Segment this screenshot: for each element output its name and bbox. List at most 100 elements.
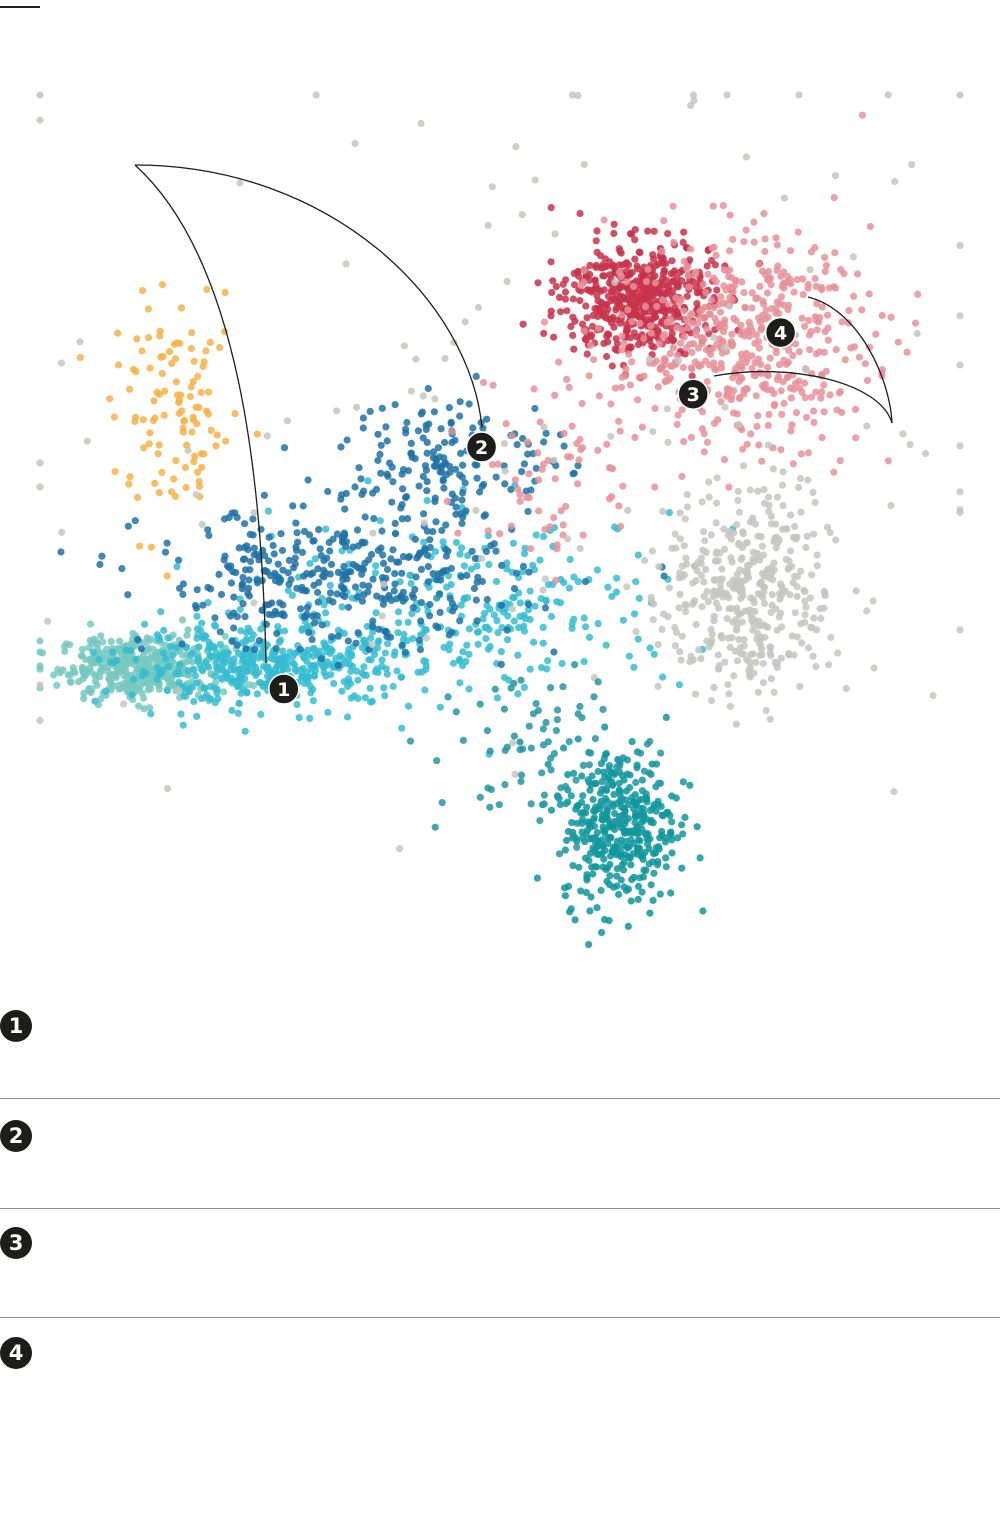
scatter-point	[187, 383, 195, 391]
scatter-point	[713, 499, 721, 507]
scatter-point	[245, 576, 253, 584]
scatter-point	[228, 706, 236, 715]
scatter-point	[155, 636, 163, 644]
scatter-point	[581, 578, 590, 586]
scatter-point	[249, 658, 257, 666]
scatter-point	[798, 639, 806, 647]
scatter-point	[388, 498, 396, 506]
scatter-point	[351, 139, 359, 148]
scatter-point	[561, 892, 570, 900]
scatter-point	[231, 410, 239, 418]
scatter-point	[344, 637, 352, 645]
scatter-point	[733, 410, 741, 418]
scatter-point	[738, 278, 746, 286]
scatter-point	[709, 344, 717, 353]
scatter-point	[207, 585, 215, 593]
scatter-point	[548, 288, 556, 297]
scatter-point	[707, 697, 716, 705]
scatter-point	[598, 800, 606, 808]
scatter-point	[406, 737, 415, 745]
scatter-point	[571, 916, 579, 924]
scatter-point	[564, 535, 572, 543]
scatter-point	[111, 468, 119, 476]
scatter-point	[690, 597, 699, 605]
scatter-point	[647, 322, 655, 330]
scatter-point	[590, 356, 598, 364]
scatter-point	[831, 249, 839, 257]
scatter-point	[691, 690, 700, 698]
scatter-point	[656, 779, 665, 787]
scatter-point	[740, 390, 748, 398]
scatter-point	[114, 329, 122, 337]
scatter-point	[659, 507, 667, 515]
scatter-point	[372, 609, 380, 617]
scatter-point	[402, 425, 410, 433]
scatter-point	[364, 477, 372, 485]
scatter-point	[322, 609, 330, 617]
scatter-point	[211, 614, 219, 622]
scatter-point	[738, 554, 746, 562]
scatter-point	[810, 418, 818, 427]
scatter-point	[903, 348, 911, 356]
scatter-point	[497, 660, 505, 669]
scatter-point	[354, 629, 362, 637]
scatter-point	[153, 675, 161, 684]
scatter-point	[158, 281, 167, 289]
scatter-point	[76, 353, 84, 361]
scatter-point	[486, 747, 494, 755]
scatter-point	[220, 515, 229, 523]
scatter-point	[608, 465, 617, 473]
scatter-point	[359, 581, 367, 589]
scatter-point	[456, 617, 464, 625]
scatter-point	[740, 238, 748, 246]
scatter-point	[527, 800, 535, 808]
scatter-point	[456, 655, 464, 664]
scatter-point	[239, 685, 247, 693]
scatter-point	[841, 356, 849, 364]
scatter-point	[361, 513, 369, 521]
scatter-point	[717, 293, 725, 301]
scatter-point	[271, 569, 279, 577]
scatter-point	[36, 637, 44, 645]
scatter-point	[820, 604, 828, 612]
scatter-point	[303, 604, 311, 612]
scatter-point	[746, 486, 754, 494]
annotation-marker-1	[268, 673, 300, 705]
scatter-point	[398, 641, 406, 649]
scatter-point	[657, 749, 665, 757]
scatter-point	[531, 176, 539, 184]
scatter-point	[155, 489, 163, 497]
scatter-point	[447, 581, 455, 589]
scatter-point	[603, 864, 612, 872]
scatter-point	[823, 523, 832, 531]
scatter-point	[457, 601, 465, 609]
scatter-point	[171, 492, 179, 500]
scatter-point	[320, 639, 328, 647]
scatter-point	[709, 592, 717, 601]
scatter-point	[398, 569, 406, 577]
scatter-point	[324, 708, 332, 717]
scatter-point	[226, 612, 235, 620]
scatter-point	[796, 682, 804, 691]
scatter-point	[637, 749, 645, 757]
scatter-point	[769, 465, 778, 473]
scatter-point	[681, 813, 689, 822]
scatter-point	[649, 858, 657, 866]
scatter-point	[498, 601, 506, 609]
scatter-point	[504, 636, 512, 644]
scatter-point	[806, 266, 814, 274]
scatter-point	[378, 404, 386, 412]
scatter-point	[618, 332, 626, 340]
scatter-point	[442, 521, 450, 529]
scatter-point	[547, 766, 555, 774]
scatter-point	[160, 411, 168, 419]
scatter-point	[200, 634, 208, 643]
scatter-point	[434, 570, 442, 578]
scatter-point	[559, 280, 567, 288]
scatter-point	[767, 512, 776, 520]
scatter-point	[510, 585, 519, 593]
scatter-point	[309, 537, 317, 545]
scatter-point	[621, 820, 629, 828]
scatter-point	[241, 566, 250, 574]
scatter-point	[178, 616, 187, 624]
